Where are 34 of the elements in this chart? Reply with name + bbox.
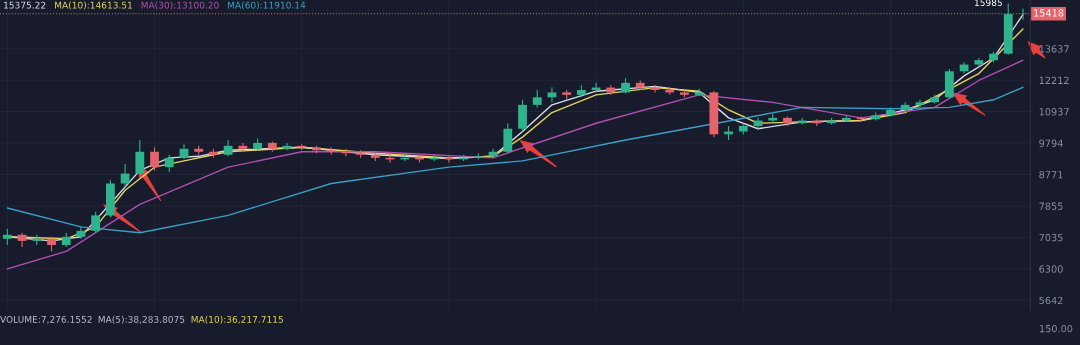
candlestick — [91, 211, 101, 234]
y-tick-label: 7855 — [1039, 202, 1063, 210]
annotation: 15375.22 — [4, 1, 46, 9]
candlestick — [135, 139, 145, 176]
text: VOLUME:7,276.1552 — [0, 315, 92, 324]
text: 150.00 — [1040, 324, 1073, 333]
line-series — [6, 59, 1024, 270]
candlestick — [518, 99, 527, 133]
y-tick-label: 7035 — [1039, 233, 1063, 242]
y-tick-label: 13637 — [1039, 45, 1069, 53]
line-series — [6, 86, 1024, 234]
ref-line-label: 15418 — [1034, 9, 1064, 17]
candlestick — [503, 122, 513, 154]
text: MA(10):36,217.7115 — [191, 315, 283, 324]
y-tick-label: 8771 — [1039, 171, 1063, 179]
candlestick — [76, 226, 86, 240]
y-tick-label: 12212 — [1039, 76, 1069, 84]
y-tick-label: 6300 — [1039, 265, 1063, 273]
candlestick — [959, 61, 969, 75]
candlestick — [915, 99, 925, 108]
annotation: 15985 — [974, 0, 1002, 7]
candlestick — [120, 163, 130, 188]
candlestick — [238, 142, 248, 153]
annotation: MA(60):11910.14 — [228, 1, 306, 10]
y-tick-label: 5642 — [1039, 296, 1063, 305]
candlestick — [694, 88, 704, 97]
y-tick-label: 10937 — [1039, 108, 1069, 116]
candlestick — [282, 142, 292, 151]
y-tick-label: 9794 — [1039, 139, 1063, 147]
candlestick — [150, 146, 159, 171]
annotation: MA(10):14613.51 — [55, 1, 132, 10]
text: MA(5):38,283.8075 — [98, 315, 185, 324]
annotation: MA(30):13100.20 — [141, 1, 219, 10]
candlestick — [547, 87, 557, 103]
